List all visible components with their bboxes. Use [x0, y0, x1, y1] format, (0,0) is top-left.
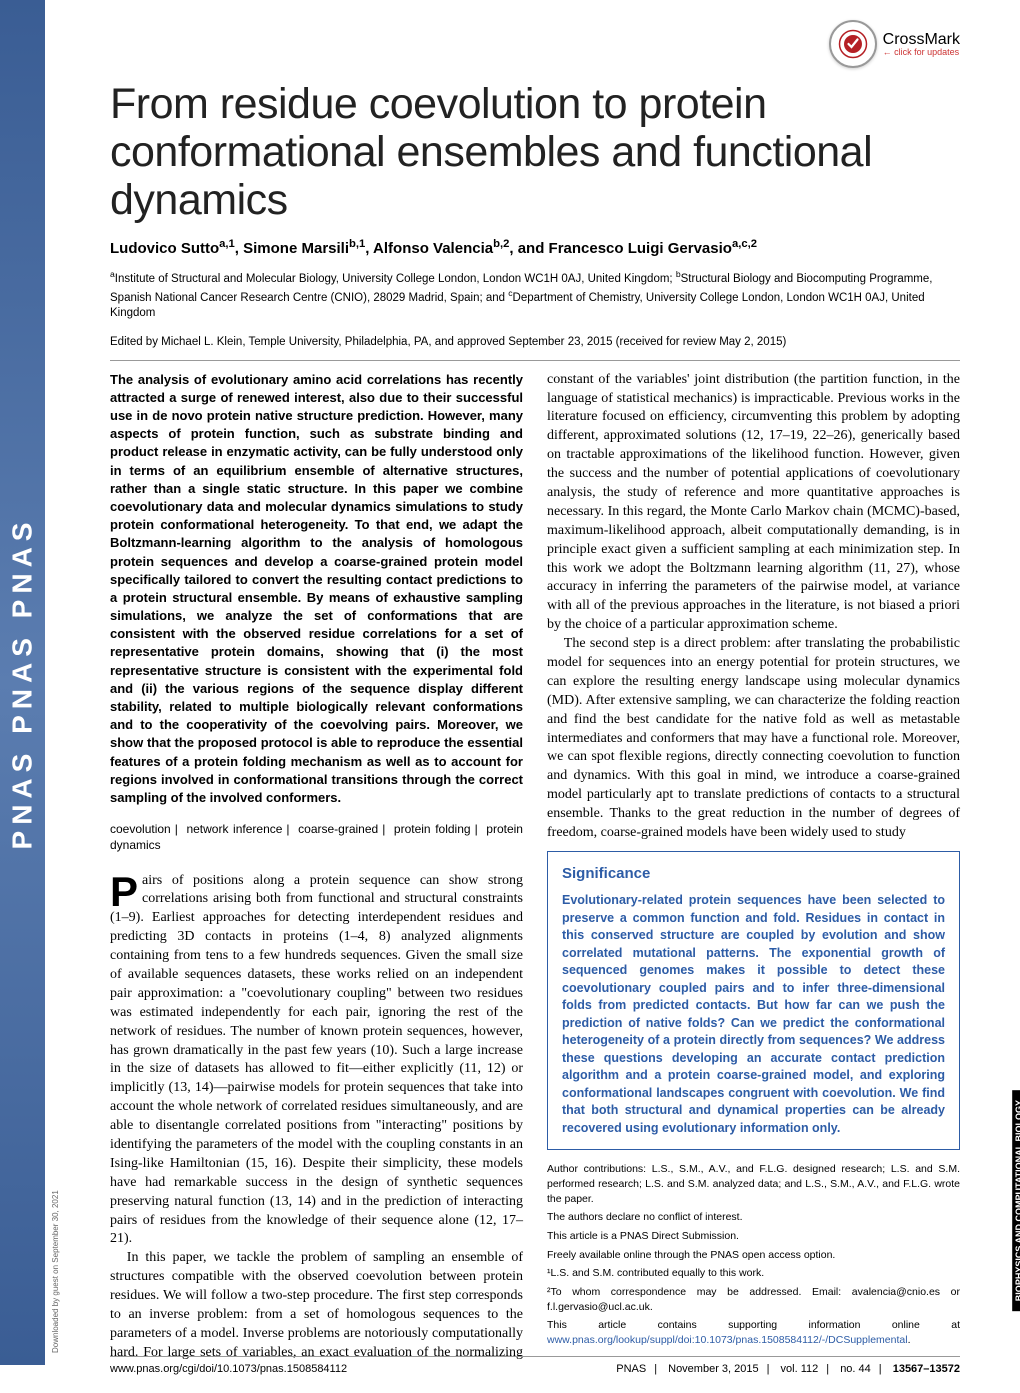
significance-box: Significance Evolutionary-related protei…	[547, 851, 960, 1150]
body-paragraph-3: The second step is a direct problem: aft…	[547, 635, 960, 843]
si-suffix: .	[908, 1334, 911, 1346]
footnotes: Author contributions: L.S., S.M., A.V., …	[547, 1162, 960, 1348]
significance-text: Evolutionary-related protein sequences h…	[562, 892, 945, 1137]
download-note: Downloaded by guest on September 30, 202…	[51, 1190, 60, 1353]
author-contributions: Author contributions: L.S., S.M., A.V., …	[547, 1162, 960, 1206]
section-label: BIOPHYSICS AND COMPUTATIONAL BIOLOGY	[1012, 1090, 1020, 1311]
page-footer: www.pnas.org/cgi/doi/10.1073/pnas.150858…	[110, 1356, 960, 1375]
divider	[110, 360, 960, 361]
equal-contribution: ¹L.S. and S.M. contributed equally to th…	[547, 1266, 960, 1281]
conflict-statement: The authors declare no conflict of inter…	[547, 1210, 960, 1225]
si-link[interactable]: www.pnas.org/lookup/suppl/doi:10.1073/pn…	[547, 1334, 908, 1346]
keyword: coarse-grained	[298, 822, 378, 836]
significance-heading: Significance	[562, 864, 945, 884]
abstract: The analysis of evolutionary amino acid …	[110, 371, 523, 808]
crossmark-label: CrossMark ← click for updates	[883, 32, 960, 57]
two-column-body: The analysis of evolutionary amino acid …	[110, 371, 960, 1363]
open-access: Freely available online through the PNAS…	[547, 1248, 960, 1263]
keyword: network inference	[186, 822, 282, 836]
crossmark-badge[interactable]: CrossMark ← click for updates	[829, 20, 960, 68]
pnas-side-banner: PNAS PNAS PNAS	[0, 0, 45, 1365]
crossmark-icon	[829, 20, 877, 68]
supporting-info: This article contains supporting informa…	[547, 1318, 960, 1347]
crossmark-subtext: ← click for updates	[883, 48, 960, 57]
correspondence: ²To whom correspondence may be addressed…	[547, 1285, 960, 1314]
page: PNAS PNAS PNAS CrossMark ← click for upd…	[0, 0, 1020, 1393]
direct-submission: This article is a PNAS Direct Submission…	[547, 1229, 960, 1244]
si-prefix: This article contains supporting informa…	[547, 1319, 960, 1331]
keyword: protein folding	[394, 822, 471, 836]
pnas-side-banner-text: PNAS PNAS PNAS	[7, 516, 39, 849]
authors-line: Ludovico Suttoa,1, Simone Marsilib,1, Al…	[110, 238, 960, 257]
keywords: coevolution| network inference| coarse-g…	[110, 821, 523, 853]
affiliations: aInstitute of Structural and Molecular B…	[110, 269, 960, 321]
edited-by-line: Edited by Michael L. Klein, Temple Unive…	[110, 336, 960, 348]
crossmark-text: CrossMark	[883, 32, 960, 48]
section-label-text: BIOPHYSICS AND COMPUTATIONAL BIOLOGY	[1015, 1100, 1020, 1301]
article-title: From residue coevolution to protein conf…	[110, 80, 960, 224]
keyword: coevolution	[110, 822, 171, 836]
body-paragraph-1: Pairs of positions along a protein seque…	[110, 872, 523, 1250]
